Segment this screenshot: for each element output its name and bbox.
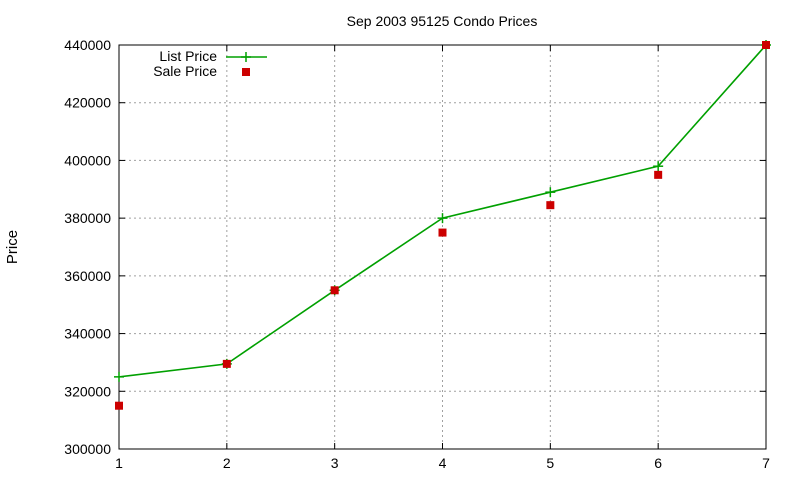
x-tick-label: 2 — [223, 455, 231, 471]
y-tick-label: 380000 — [64, 210, 111, 226]
sale-price-point — [330, 286, 339, 295]
legend-marker-list-price — [241, 52, 251, 62]
legend-marker-sale-price — [242, 68, 250, 76]
y-axis-title: Price — [4, 230, 21, 264]
legend-label-sale-price: Sale Price — [153, 63, 217, 79]
list-price-point — [437, 213, 448, 224]
legend-label-list-price: List Price — [159, 48, 217, 64]
sale-price-point — [438, 228, 447, 237]
y-tick-label: 320000 — [64, 383, 111, 399]
x-tick-label: 4 — [439, 455, 447, 471]
list-price-point — [545, 187, 556, 198]
x-tick-label: 1 — [115, 455, 123, 471]
sale-price-point — [654, 170, 663, 179]
x-tick-label: 3 — [331, 455, 339, 471]
y-tick-label: 400000 — [64, 152, 111, 168]
y-tick-label: 420000 — [64, 95, 111, 111]
x-tick-label: 6 — [654, 455, 662, 471]
grid-layer — [119, 45, 766, 449]
sale-price-point — [222, 359, 231, 368]
sale-price-point — [115, 401, 123, 410]
y-tick-label: 360000 — [64, 268, 111, 284]
y-tick-label: 300000 — [64, 441, 111, 457]
sale-price-point — [762, 41, 770, 49]
list-price-point — [114, 371, 124, 382]
sale-price-point — [546, 201, 555, 210]
series-layer — [114, 40, 771, 410]
list-price-point — [653, 161, 664, 172]
x-tick-label: 7 — [762, 455, 770, 471]
y-tick-label: 440000 — [64, 37, 111, 53]
y-tick-label: 340000 — [64, 326, 111, 342]
tick-layer: 300000 320000 340000 360000 380000 400000 4200… — [64, 37, 770, 471]
chart-title: Sep 2003 95125 Condo Prices — [347, 13, 538, 29]
x-tick-label: 5 — [546, 455, 554, 471]
